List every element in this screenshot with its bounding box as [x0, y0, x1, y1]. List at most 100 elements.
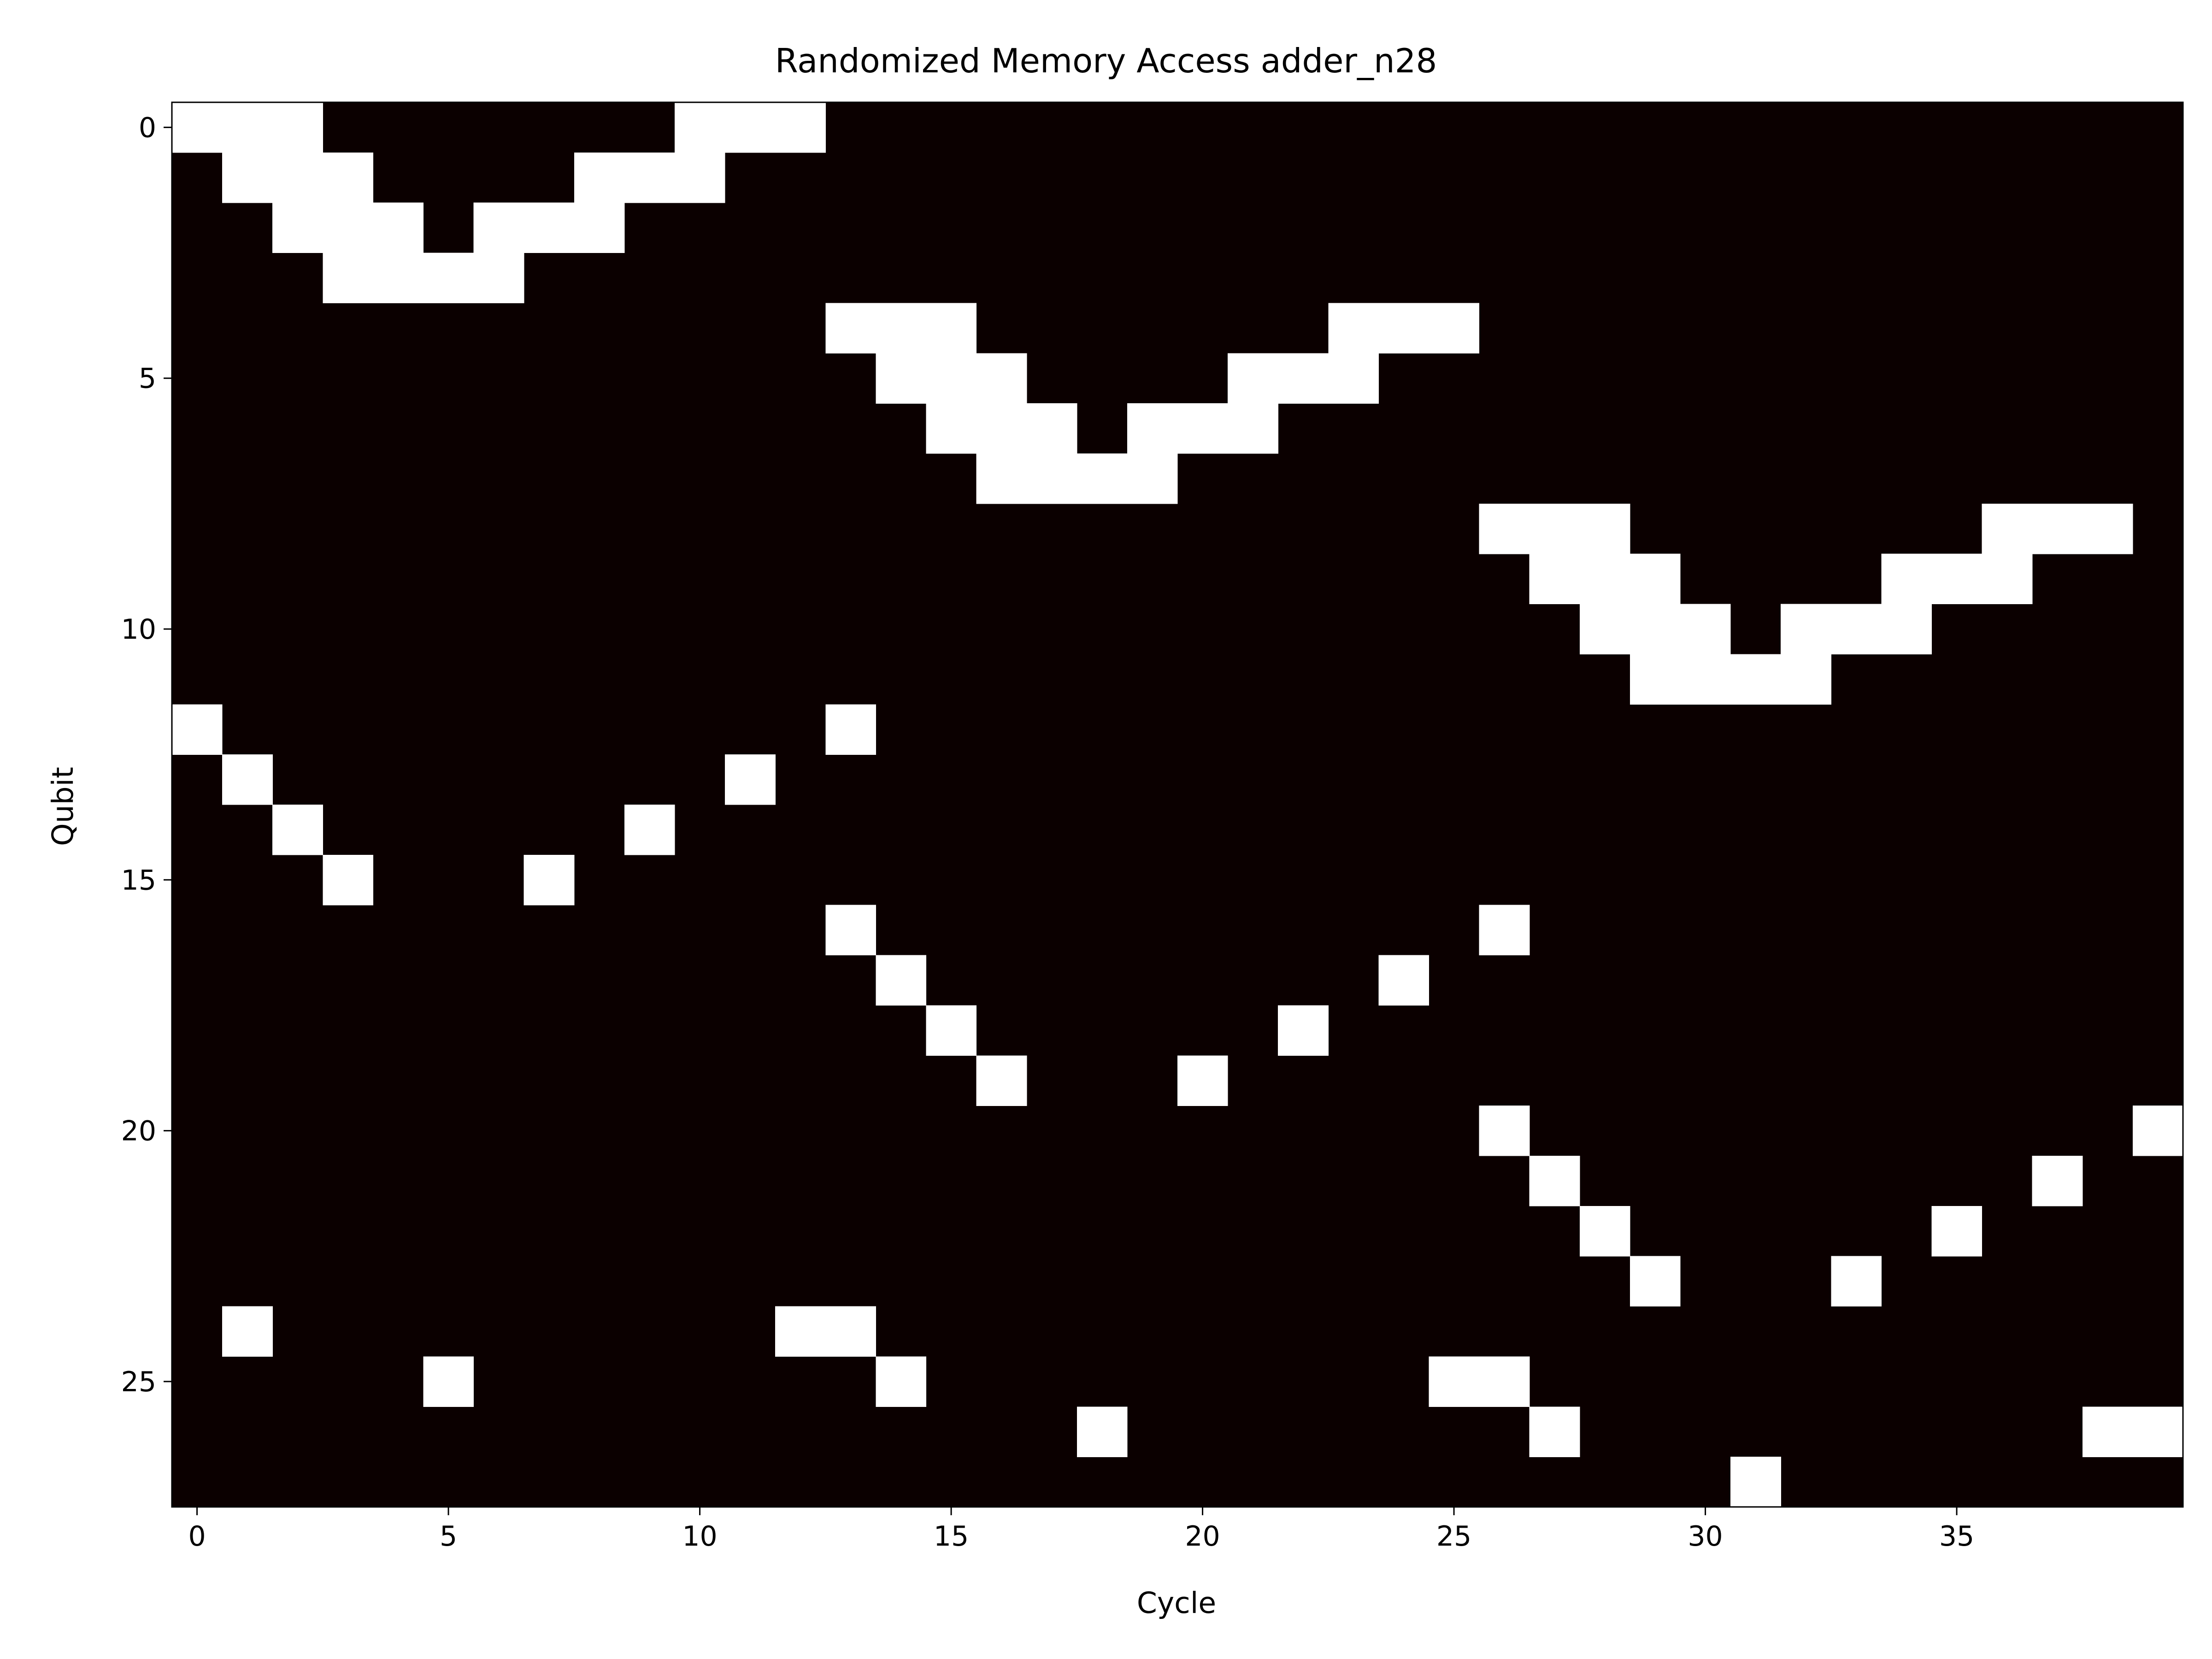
heatmap-cell	[1429, 1356, 1480, 1407]
heatmap-cell	[1529, 1156, 1580, 1206]
heatmap-cell	[2132, 1106, 2183, 1156]
heatmap-cell	[876, 353, 927, 404]
heatmap-cell	[926, 403, 977, 454]
heatmap-cell	[1881, 553, 1932, 605]
heatmap-cell	[675, 152, 725, 203]
heatmap-cell	[1529, 503, 1580, 554]
chart-title: Randomized Memory Access adder_n28	[775, 41, 1437, 80]
heatmap-cell	[1831, 604, 1882, 655]
heatmap-cell	[1026, 403, 1077, 454]
heatmap-cell	[2082, 503, 2133, 554]
x-axis-label: Cycle	[1137, 1586, 1216, 1620]
heatmap-cell	[423, 253, 474, 304]
heatmap-cell	[1429, 303, 1480, 353]
heatmap-cell	[524, 202, 575, 253]
heatmap-cell	[1881, 604, 1932, 655]
heatmap-cell	[1026, 453, 1077, 504]
heatmap-cell	[1781, 604, 1831, 655]
heatmap-cell	[1278, 353, 1329, 404]
heatmap-cell	[1630, 1256, 1681, 1307]
heatmap-cell	[1278, 1005, 1329, 1056]
heatmap-cell	[574, 152, 625, 203]
heatmap-cell	[1479, 1356, 1530, 1407]
heatmap-cell	[172, 704, 223, 755]
heatmap-cell	[1127, 403, 1178, 454]
plot-area	[171, 101, 2184, 1508]
plot-frame	[171, 101, 2184, 1508]
heatmap-cell	[976, 453, 1027, 504]
heatmap-cell	[1630, 553, 1681, 605]
heatmap-cell	[1077, 453, 1128, 504]
heatmap-cell	[222, 152, 273, 203]
x-tick-label: 0	[188, 1520, 206, 1553]
y-axis-label: Qubit	[46, 767, 80, 846]
heatmap-cell	[976, 403, 1027, 454]
heatmap-cell	[272, 202, 323, 253]
x-tick-label: 5	[440, 1520, 457, 1553]
heatmap-cell	[1680, 654, 1731, 705]
heatmap-cell	[725, 102, 776, 153]
y-tick-label: 25	[121, 1366, 156, 1398]
heatmap-cell	[1982, 503, 2033, 554]
heatmap-cell	[323, 152, 373, 203]
heatmap-cell	[1378, 303, 1430, 353]
heatmap-cell	[926, 303, 977, 353]
heatmap-cell	[725, 754, 776, 805]
y-tick-label: 20	[121, 1115, 156, 1147]
heatmap-cell	[1479, 1106, 1530, 1156]
heatmap-cell	[2082, 1406, 2133, 1457]
y-tick-label: 5	[139, 363, 156, 395]
heatmap-cell	[775, 1306, 826, 1357]
y-tick-label: 0	[139, 112, 156, 144]
heatmap-cell	[524, 854, 575, 906]
heatmap-cell	[1680, 604, 1731, 655]
heatmap-cell	[825, 303, 876, 353]
heatmap-cell	[1177, 403, 1228, 454]
heatmap-cell	[373, 202, 424, 253]
heatmap-cell	[976, 353, 1027, 404]
heatmap-cell	[272, 102, 323, 153]
heatmap-cell	[574, 202, 625, 253]
heatmap-cell	[2032, 1156, 2083, 1206]
heatmap-cell	[423, 1356, 474, 1407]
heatmap-cell	[1579, 604, 1630, 655]
x-tick-label: 25	[1436, 1520, 1471, 1553]
heatmap-cell	[1228, 353, 1278, 404]
heatmap-cell	[876, 303, 927, 353]
heatmap-cell	[1730, 654, 1781, 705]
heatmap-cell	[976, 1055, 1027, 1106]
heatmap-cell	[825, 704, 876, 755]
heatmap-cell	[222, 102, 273, 153]
heatmap-cell	[172, 102, 223, 153]
heatmap-cell	[1931, 1206, 1983, 1257]
heatmap-cell	[1228, 403, 1278, 454]
y-axis: 0 5 10 15 20 25	[121, 112, 172, 1398]
heatmap-cell	[323, 202, 373, 253]
x-tick-label: 15	[934, 1520, 969, 1553]
x-tick-label: 35	[1939, 1520, 1974, 1553]
heatmap-cell	[675, 102, 725, 153]
heatmap-cell	[876, 955, 927, 1006]
heatmap-cell	[1077, 1406, 1128, 1457]
heatmap-cell	[373, 253, 424, 304]
x-axis: 0 5 10 15 20 25 30 35	[188, 1507, 1974, 1553]
heatmap-cell	[473, 253, 524, 304]
heatmap-cell	[1730, 1457, 1781, 1507]
heatmap-cell	[1781, 654, 1831, 705]
y-tick-label: 10	[121, 613, 156, 646]
heatmap-cell	[2032, 503, 2083, 554]
heatmap-cell	[1931, 553, 1983, 605]
heatmap-cell	[1529, 553, 1580, 605]
heatmap-cell	[926, 353, 977, 404]
heatmap-cell	[1479, 503, 1530, 554]
heatmap-cell	[1177, 1055, 1228, 1106]
heatmap-cell	[1630, 654, 1681, 705]
heatmap-cell	[473, 202, 524, 253]
heatmap-cell	[272, 152, 323, 203]
heatmap-cell	[1378, 955, 1430, 1006]
heatmap-cell	[222, 754, 273, 805]
heatmap-cell	[1982, 553, 2033, 605]
heatmap-cell	[825, 905, 876, 956]
heatmap-cell	[926, 1005, 977, 1056]
